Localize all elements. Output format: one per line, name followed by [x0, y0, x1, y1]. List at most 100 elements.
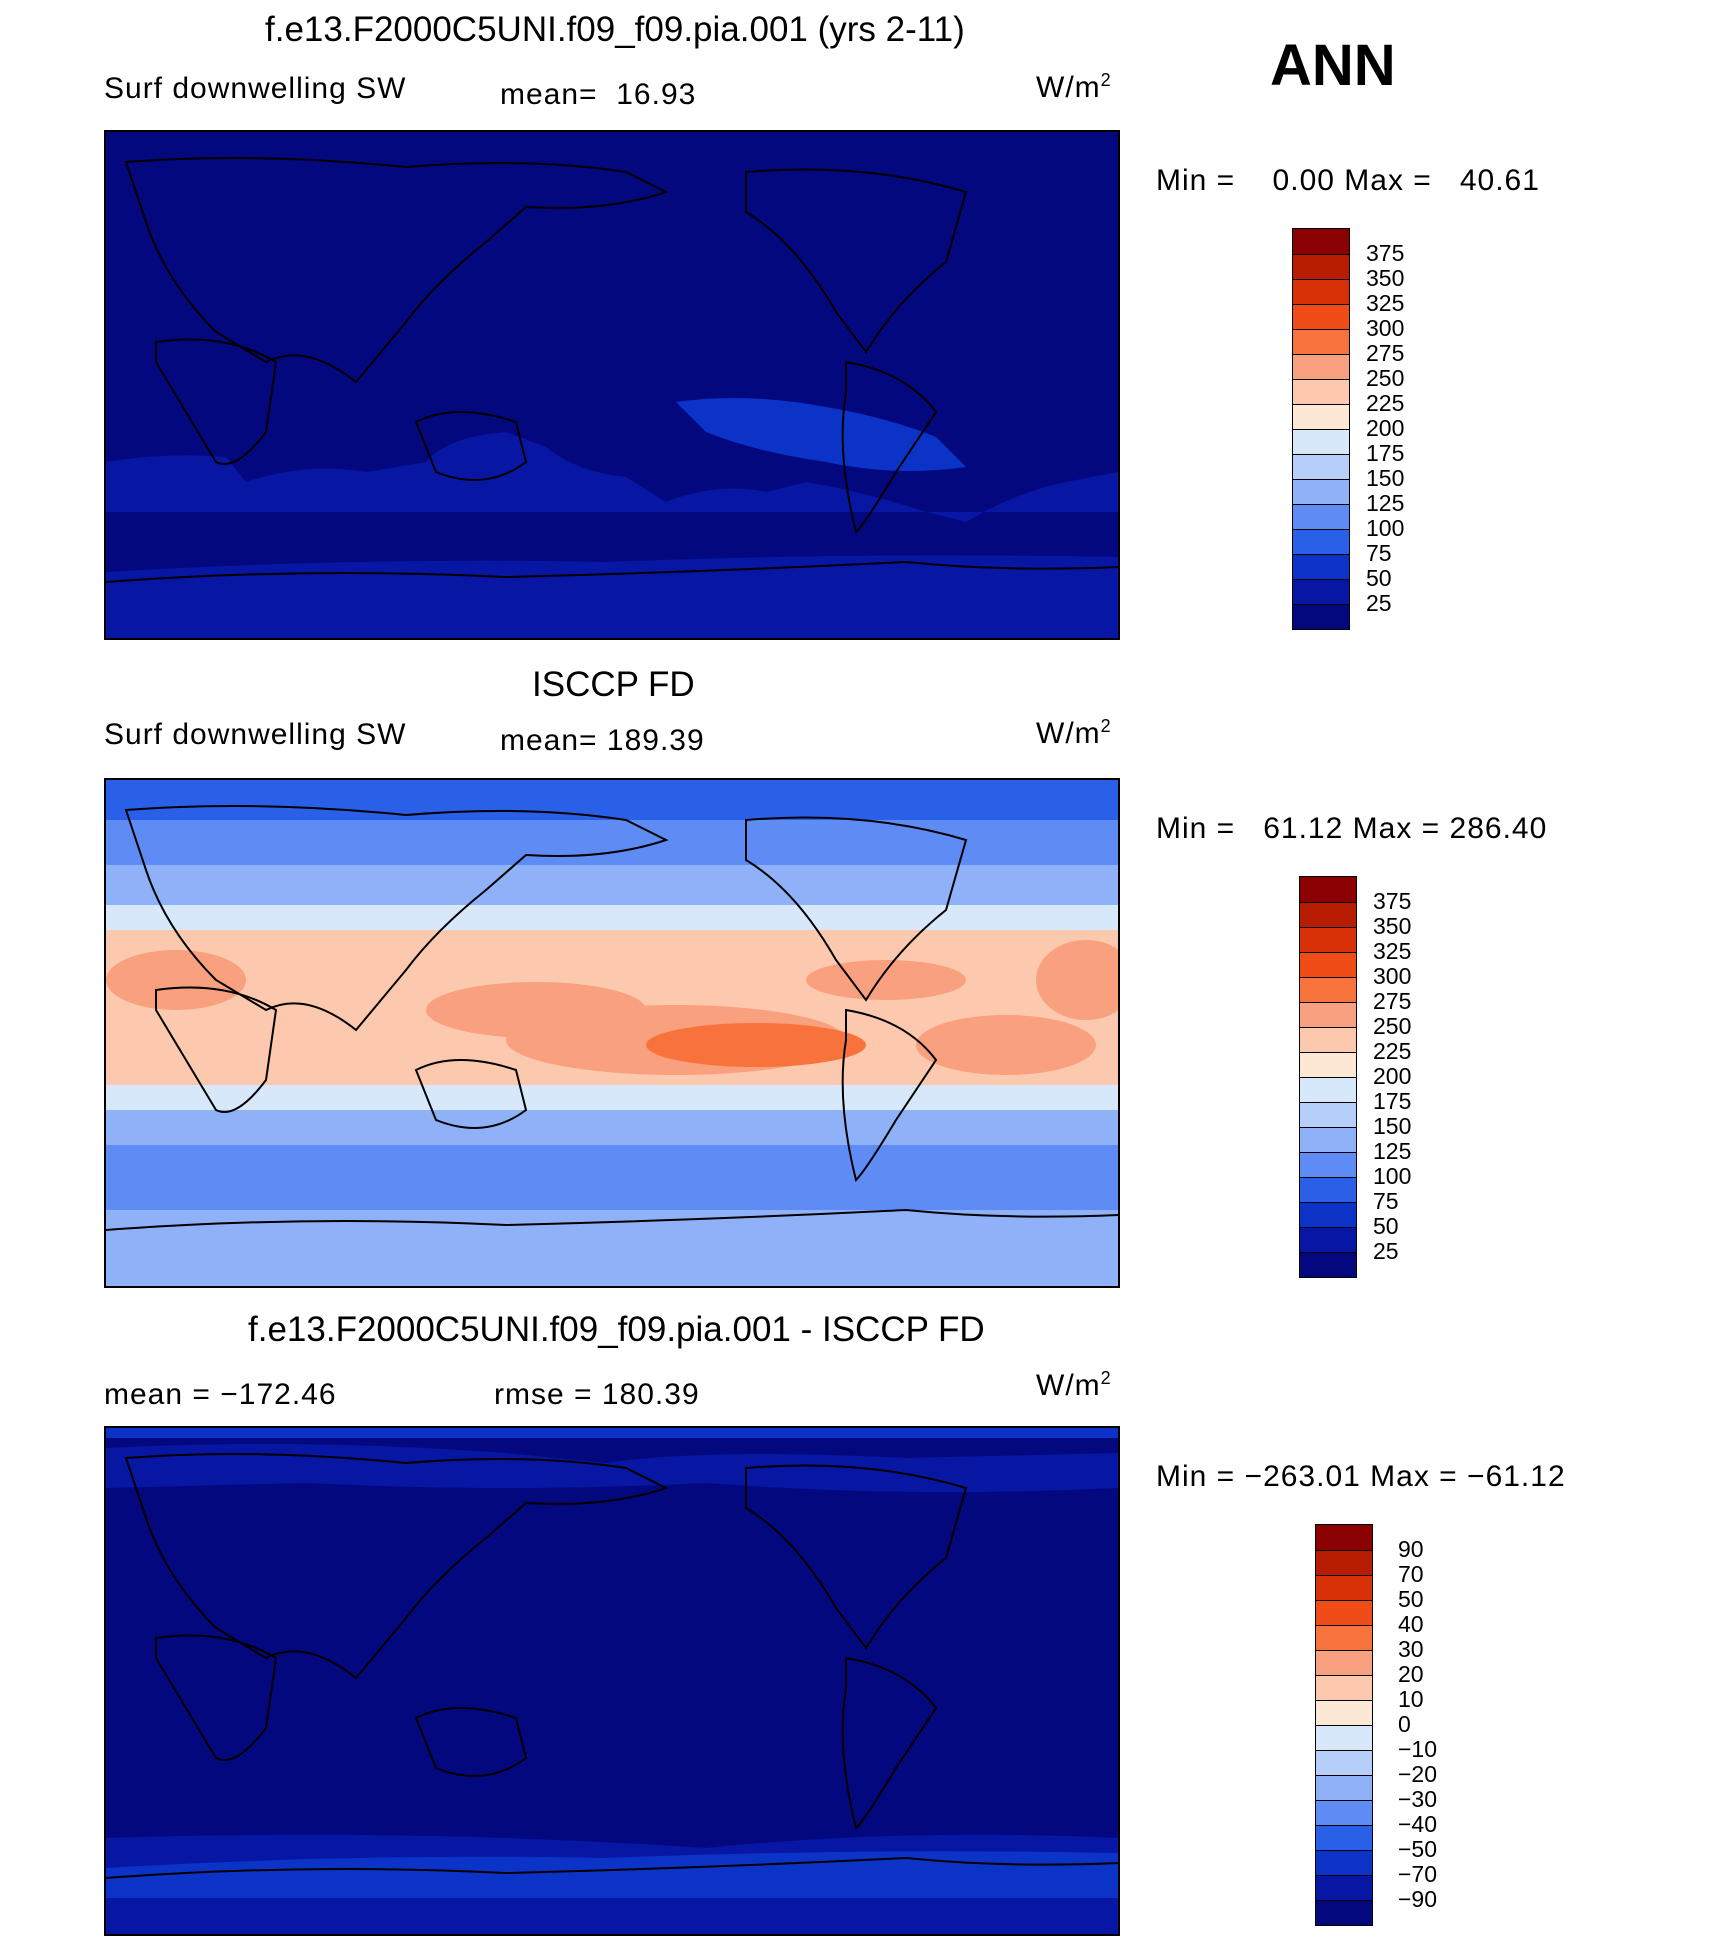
units-sup: 2	[1100, 716, 1112, 736]
panel3-mean-label: mean =	[104, 1378, 211, 1411]
panel3-map-svg	[106, 1428, 1118, 1934]
colorbar-segment	[1300, 1202, 1356, 1227]
panel3-title: f.e13.F2000C5UNI.f09_f09.pia.001 - ISCCP…	[248, 1310, 985, 1349]
colorbar-segment	[1316, 1900, 1372, 1925]
colorbar-tick-label: 70	[1398, 1561, 1424, 1587]
map-region-south	[106, 432, 1118, 522]
panel2-map	[104, 778, 1120, 1288]
map-region-north	[106, 1444, 1118, 1492]
colorbar-segment	[1300, 902, 1356, 927]
map-band-south-mid	[106, 1110, 1118, 1150]
panel3-colorbar	[1315, 1524, 1373, 1926]
colorbar-segment	[1300, 1052, 1356, 1077]
colorbar-segment	[1293, 229, 1349, 254]
coastline-antarctica	[106, 560, 1118, 583]
panel1-max-value: 40.61	[1459, 164, 1540, 197]
panel3-rmse: rmse = 180.39	[494, 1378, 700, 1412]
colorbar-tick-label: 200	[1366, 415, 1405, 441]
colorbar-segment	[1316, 1750, 1372, 1775]
panel3-rmse-value: 180.39	[601, 1378, 700, 1411]
colorbar-tick-label: 100	[1366, 515, 1405, 541]
panel2-min-label: Min =	[1156, 812, 1236, 845]
colorbar-segment	[1316, 1675, 1372, 1700]
colorbar-segment	[1316, 1725, 1372, 1750]
panel2-min-value: 61.12	[1263, 812, 1344, 845]
panel3-max-value: −61.12	[1467, 1460, 1566, 1493]
panel2-variable: Surf downwelling SW	[104, 718, 407, 751]
panel3-min-label: Min =	[1156, 1460, 1236, 1493]
colorbar-tick-label: 375	[1366, 240, 1405, 266]
units-text: W/m	[1036, 717, 1101, 750]
colorbar-segment	[1300, 977, 1356, 1002]
colorbar-tick-label: 30	[1398, 1636, 1424, 1662]
panel1-map	[104, 130, 1120, 640]
colorbar-segment	[1300, 952, 1356, 977]
panel2-colorbar	[1299, 876, 1357, 1278]
colorbar-segment	[1300, 1152, 1356, 1177]
colorbar-segment	[1316, 1600, 1372, 1625]
map-band-south-high	[106, 1145, 1118, 1215]
colorbar-segment	[1293, 429, 1349, 454]
colorbar-segment	[1316, 1700, 1372, 1725]
colorbar-tick-label: 200	[1373, 1063, 1412, 1089]
colorbar-segment	[1300, 1027, 1356, 1052]
colorbar-segment	[1293, 279, 1349, 304]
colorbar-tick-label: 90	[1398, 1536, 1424, 1562]
panel1-minmax: Min = 0.00 Max = 40.61	[1156, 164, 1540, 198]
colorbar-segment	[1300, 1127, 1356, 1152]
colorbar-segment	[1300, 1077, 1356, 1102]
panel3-map	[104, 1426, 1120, 1936]
panel2-map-svg	[106, 780, 1118, 1286]
colorbar-segment	[1300, 1102, 1356, 1127]
panel1-map-svg	[106, 132, 1118, 638]
colorbar-segment	[1300, 1177, 1356, 1202]
map-region-atlantic	[916, 1015, 1096, 1075]
colorbar-tick-label: 225	[1373, 1038, 1412, 1064]
colorbar-tick-label: 325	[1373, 938, 1412, 964]
panel2-max-label: Max =	[1352, 812, 1441, 845]
panel1-min-value: 0.00	[1272, 164, 1335, 197]
colorbar-segment	[1293, 254, 1349, 279]
map-region-sahara	[106, 950, 246, 1010]
colorbar-segment	[1300, 1227, 1356, 1252]
panel1-variable: Surf downwelling SW	[104, 72, 407, 105]
colorbar-segment	[1316, 1525, 1372, 1550]
colorbar-tick-label: −20	[1398, 1761, 1438, 1787]
coastline-eurasia	[124, 805, 669, 1032]
panel2-units: W/m2	[1036, 716, 1112, 751]
colorbar-tick-label: 175	[1366, 440, 1405, 466]
panel1-mean-value: 16.93	[616, 78, 697, 111]
colorbar-segment	[1316, 1625, 1372, 1650]
coastline-africa	[155, 1634, 278, 1761]
coastline-australia	[414, 411, 528, 481]
colorbar-segment	[1316, 1550, 1372, 1575]
coastline-eurasia	[124, 1453, 669, 1680]
colorbar-tick-label: 75	[1373, 1188, 1399, 1214]
colorbar-tick-label: −90	[1398, 1886, 1438, 1912]
colorbar-tick-label: 150	[1366, 465, 1405, 491]
map-region-pacific-max	[646, 1023, 866, 1067]
map-band-north-high	[106, 820, 1118, 870]
colorbar-segment	[1293, 504, 1349, 529]
colorbar-tick-label: 50	[1398, 1586, 1424, 1612]
colorbar-tick-label: −50	[1398, 1836, 1438, 1862]
colorbar-tick-label: −40	[1398, 1811, 1438, 1837]
panel1-units: W/m2	[1036, 70, 1112, 105]
colorbar-tick-label: 375	[1373, 888, 1412, 914]
colorbar-tick-label: 50	[1373, 1213, 1399, 1239]
coastline-north-america	[745, 1464, 968, 1650]
colorbar-segment	[1316, 1825, 1372, 1850]
coastline-north-america	[745, 168, 968, 354]
panel3-min-value: −263.01	[1244, 1460, 1361, 1493]
colorbar-segment	[1300, 877, 1356, 902]
panel3-rmse-label: rmse =	[494, 1378, 593, 1411]
colorbar-segment	[1293, 554, 1349, 579]
colorbar-segment	[1316, 1800, 1372, 1825]
map-region-pacific	[676, 398, 966, 471]
colorbar-tick-label: 10	[1398, 1686, 1424, 1712]
colorbar-tick-label: 75	[1366, 540, 1392, 566]
colorbar-tick-label: 40	[1398, 1611, 1424, 1637]
panel1-colorbar	[1292, 228, 1350, 630]
coastline-antarctica	[106, 1208, 1118, 1231]
panel2-mean-value: 189.39	[606, 724, 705, 757]
